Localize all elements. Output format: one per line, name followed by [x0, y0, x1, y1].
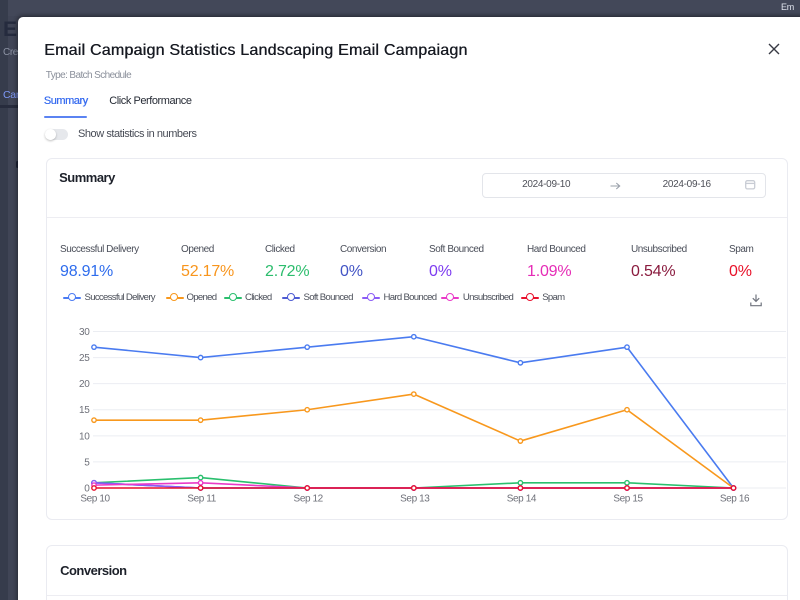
- svg-text:10: 10: [79, 431, 90, 442]
- svg-text:25: 25: [79, 353, 90, 364]
- svg-text:Sep 16: Sep 16: [720, 494, 750, 505]
- svg-text:Sep 10: Sep 10: [80, 494, 110, 505]
- svg-text:5: 5: [84, 457, 90, 468]
- svg-text:30: 30: [79, 327, 90, 338]
- svg-text:Sep 13: Sep 13: [400, 494, 430, 505]
- svg-text:0: 0: [84, 484, 90, 495]
- svg-text:Sep 11: Sep 11: [187, 494, 216, 505]
- svg-text:Sep 12: Sep 12: [294, 494, 324, 505]
- svg-text:20: 20: [79, 379, 90, 390]
- svg-text:Sep 14: Sep 14: [507, 494, 537, 505]
- svg-text:15: 15: [79, 405, 90, 416]
- svg-text:Sep 15: Sep 15: [613, 494, 643, 505]
